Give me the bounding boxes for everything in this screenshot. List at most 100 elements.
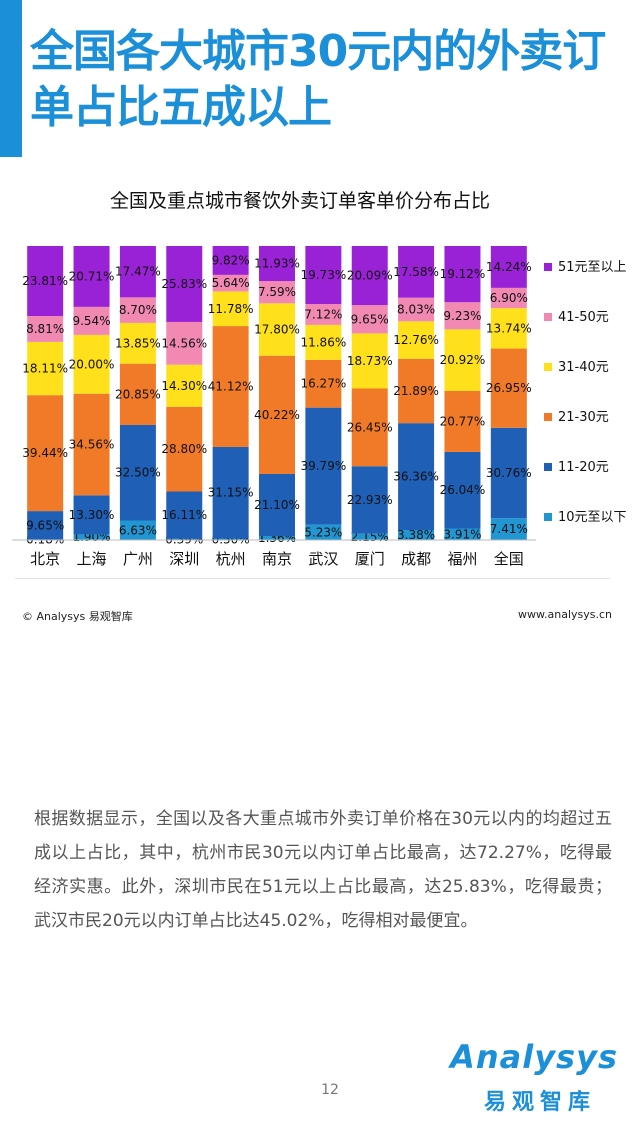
- bar-segment: [444, 390, 481, 452]
- bar-segment: [73, 393, 110, 496]
- data-label: 30.76%: [486, 466, 532, 480]
- bar-segment: [305, 524, 342, 540]
- bar-segment: [444, 246, 481, 303]
- data-label: 20.00%: [69, 357, 115, 371]
- data-label: 26.04%: [440, 483, 486, 497]
- data-label: 22.93%: [347, 493, 393, 507]
- bar-segment: [166, 364, 203, 407]
- page-number: 12: [321, 1082, 339, 1098]
- bar-segment: [27, 316, 64, 342]
- data-label: 5.64%: [212, 276, 250, 290]
- bar-segment: [212, 246, 249, 275]
- bar-segment: [212, 291, 249, 327]
- bar-segment: [305, 246, 342, 305]
- bar-segment: [444, 528, 481, 540]
- analysys-logo: Analysys 易观智库: [418, 1038, 618, 1120]
- data-label: 11.93%: [254, 257, 300, 271]
- data-label: 21.10%: [254, 498, 300, 512]
- bar-segment: [490, 246, 527, 288]
- x-tick-label: 上海: [77, 550, 107, 568]
- x-tick-label: 全国: [494, 550, 524, 568]
- data-label: 20.77%: [440, 414, 486, 428]
- data-label: 3.91%: [443, 527, 481, 541]
- data-label: 18.11%: [22, 362, 68, 376]
- bar-segment: [212, 446, 249, 539]
- bar-segment: [212, 538, 249, 540]
- data-label: 19.73%: [300, 268, 346, 282]
- body-paragraph: 根据数据显示，全国以及各大重点城市外卖订单价格在30元以内的均超过五成以上占比，…: [34, 809, 612, 931]
- logo-wordmark: Analysys: [450, 1038, 618, 1076]
- bar-segment: [398, 297, 435, 322]
- data-label: 25.83%: [161, 277, 207, 291]
- data-label: 7.12%: [304, 307, 342, 321]
- data-label: 26.45%: [347, 420, 393, 434]
- data-label: 20.92%: [440, 353, 486, 367]
- data-label: 9.65%: [351, 312, 389, 326]
- x-tick-label: 武汉: [308, 550, 338, 568]
- legend-swatch: [544, 463, 552, 471]
- bar-segment: [490, 427, 527, 519]
- data-label: 20.71%: [69, 269, 115, 283]
- data-label: 7.59%: [258, 285, 296, 299]
- bar-segment: [119, 424, 156, 521]
- data-label: 17.47%: [115, 265, 161, 279]
- data-label: 20.09%: [347, 269, 393, 283]
- legend-swatch: [544, 363, 552, 371]
- bar-segment: [166, 321, 203, 365]
- data-label: 9.23%: [443, 309, 481, 323]
- bar-segment: [73, 246, 110, 307]
- legend-swatch: [544, 313, 552, 321]
- x-tick-label: 南京: [262, 550, 292, 568]
- bar-segment: [351, 333, 388, 389]
- bar-segment: [119, 322, 156, 364]
- bar-segment: [398, 358, 435, 424]
- bar-segment: [27, 395, 64, 512]
- data-label: 16.27%: [300, 377, 346, 391]
- data-label: 14.30%: [161, 379, 207, 393]
- data-label: 28.80%: [161, 442, 207, 456]
- data-label: 11.78%: [208, 302, 254, 316]
- data-label: 23.81%: [22, 274, 68, 288]
- data-label: 13.30%: [69, 508, 115, 522]
- data-label: 39.44%: [22, 446, 68, 460]
- data-label: 8.70%: [119, 303, 157, 317]
- data-label: 7.41%: [490, 522, 528, 536]
- bar-segment: [27, 246, 64, 317]
- data-label: 8.81%: [26, 322, 64, 336]
- bar-segment: [166, 538, 203, 540]
- data-label: 19.12%: [440, 267, 486, 281]
- data-label: 13.74%: [486, 321, 532, 335]
- bar-segment: [166, 246, 203, 322]
- bar-segment: [490, 518, 527, 540]
- bar-segment: [398, 246, 435, 298]
- data-label: 12.76%: [393, 333, 439, 347]
- bar-segment: [305, 359, 342, 408]
- legend-label: 51元至以上: [558, 260, 627, 275]
- bar-segment: [212, 274, 249, 292]
- bar-segment: [166, 406, 203, 492]
- data-label: 13.85%: [115, 336, 161, 350]
- divider: [15, 578, 610, 579]
- bar-segment: [27, 511, 64, 540]
- bar-segment: [398, 530, 435, 540]
- source-copyright: © Analysys 易观智库: [22, 610, 133, 623]
- data-label: 6.63%: [119, 523, 157, 537]
- legend-label: 21-30元: [558, 410, 609, 425]
- data-label: 32.50%: [115, 466, 161, 480]
- bar-segment: [444, 451, 481, 529]
- bar-segment: [259, 355, 295, 474]
- bar-segment: [119, 363, 156, 425]
- bar-segment: [490, 308, 527, 349]
- data-label: 34.56%: [69, 438, 115, 452]
- x-tick-label: 成都: [401, 550, 431, 568]
- data-label: 9.82%: [212, 253, 250, 267]
- bar-segment: [259, 246, 295, 282]
- data-label: 11.86%: [300, 335, 346, 349]
- bar-segment: [259, 536, 295, 540]
- bar-segment: [351, 246, 388, 306]
- bar-segment: [27, 341, 64, 396]
- x-tick-label: 厦门: [355, 550, 385, 568]
- data-label: 14.24%: [486, 260, 532, 274]
- x-tick-label: 福州: [447, 550, 477, 568]
- data-label: 26.95%: [486, 381, 532, 395]
